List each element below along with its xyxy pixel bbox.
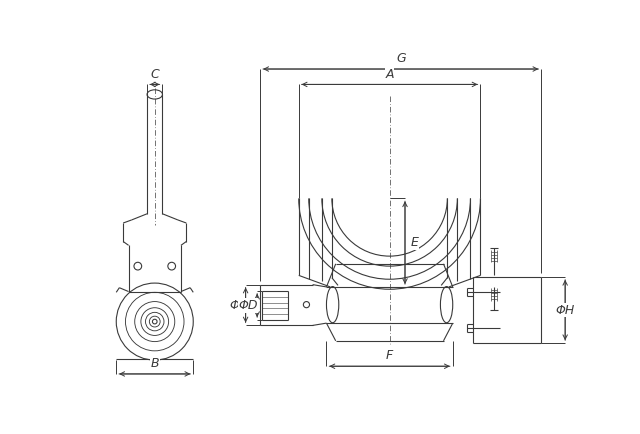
Text: E: E [410,236,418,249]
Text: G: G [396,52,406,65]
Text: ΦI: ΦI [230,299,243,312]
Text: F: F [386,349,393,362]
Text: C: C [150,68,159,81]
Text: B: B [150,357,159,370]
Text: A: A [385,68,394,81]
Text: ΦH: ΦH [556,303,575,316]
Text: ΦD: ΦD [238,299,258,312]
